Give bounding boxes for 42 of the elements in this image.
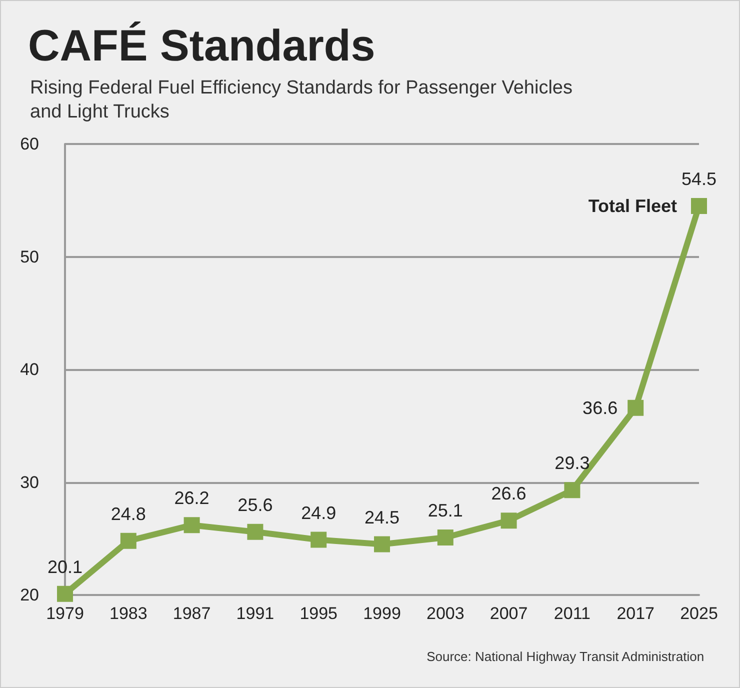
x-tick-label: 1979 (46, 604, 84, 623)
x-tick-label: 1999 (363, 604, 401, 623)
point (247, 524, 264, 540)
data-label: 36.6 (582, 398, 618, 418)
x-tick-label: 1987 (172, 604, 211, 623)
data-label: 20.1 (47, 556, 83, 577)
y-tick-label: 50 (20, 247, 39, 266)
x-tick-label: 2017 (616, 604, 655, 623)
x-tick-label: 1995 (300, 604, 338, 623)
data-label: 24.5 (364, 507, 400, 528)
point (564, 482, 580, 498)
series-label: Total Fleet (588, 196, 677, 216)
x-tick-label: 2011 (554, 604, 590, 623)
y-tick-label: 40 (20, 360, 39, 379)
point (691, 198, 707, 214)
point (628, 400, 644, 416)
y-tick-label: 30 (20, 472, 39, 492)
x-tick-label: 2003 (426, 604, 464, 623)
data-label: 26.6 (491, 484, 526, 504)
data-label: 25.1 (428, 500, 463, 520)
chart-title: CAFÉ Standards (28, 22, 376, 70)
point (310, 532, 327, 548)
x-tick-label: 2007 (490, 604, 528, 623)
data-label: 54.5 (681, 169, 717, 190)
y-tick-label: 60 (20, 134, 39, 154)
data-label: 24.8 (110, 504, 146, 524)
data-label: 26.2 (174, 488, 210, 508)
point (500, 512, 517, 529)
data-label: 24.9 (301, 502, 336, 523)
point (120, 532, 136, 549)
point (184, 517, 200, 534)
x-tick-label: 1991 (236, 604, 274, 623)
data-label: 25.6 (238, 494, 273, 515)
chart-subtitle: Rising Federal Fuel Efficiency Standards for Passenger Vehicles and Light Trucks (30, 78, 572, 122)
data-label: 29.3 (554, 453, 590, 474)
point (57, 586, 73, 602)
point (374, 536, 390, 552)
y-tick-label: 20 (20, 586, 39, 604)
source-note: Source: National Highway Transit Administration (426, 649, 704, 664)
point (437, 529, 454, 546)
x-tick-label: 1983 (109, 604, 148, 623)
x-tick-label: 2025 (680, 604, 718, 623)
